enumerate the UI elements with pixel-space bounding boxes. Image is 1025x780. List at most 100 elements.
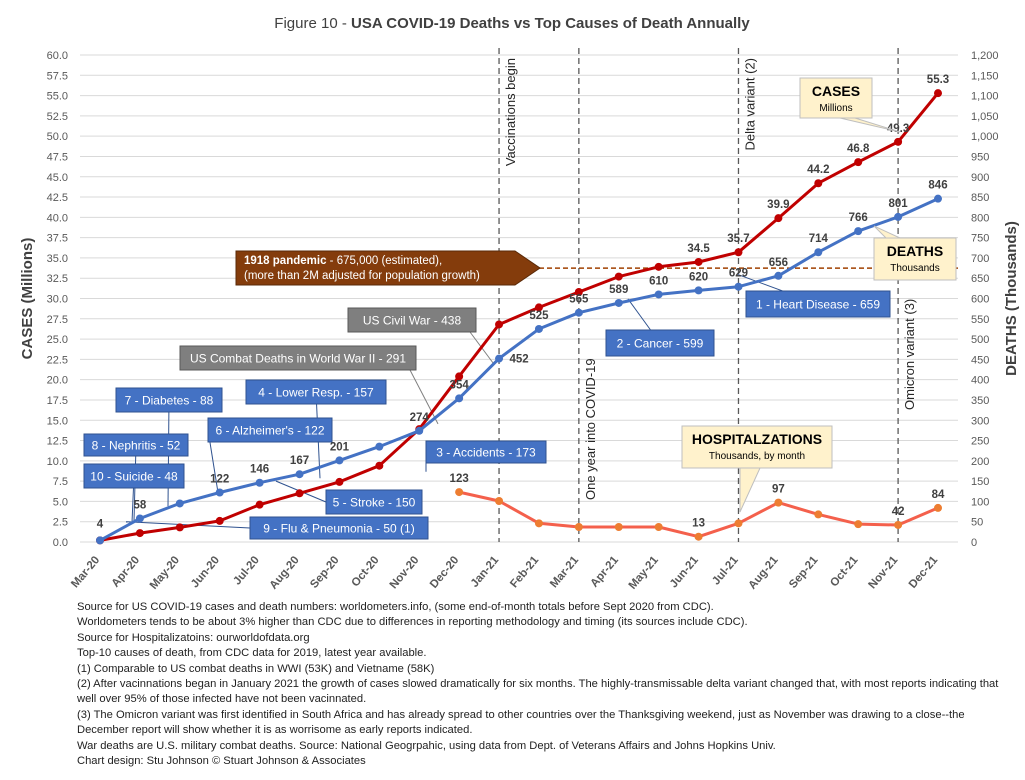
x-tick-label: Dec-20 bbox=[428, 554, 461, 591]
x-tick-label: Oct-21 bbox=[828, 554, 861, 590]
series-callout-box bbox=[681, 425, 833, 469]
x-tick-label: Jun-21 bbox=[668, 554, 701, 591]
data-point bbox=[215, 488, 224, 497]
data-label: 167 bbox=[290, 455, 309, 467]
data-label: 49.3 bbox=[887, 123, 909, 135]
data-point bbox=[614, 272, 623, 281]
data-point bbox=[854, 520, 863, 529]
data-label: 42 bbox=[892, 506, 905, 518]
series-line-cases bbox=[99, 92, 940, 542]
y-right-tick-label: 800 bbox=[971, 212, 989, 224]
data-label: 123 bbox=[450, 473, 469, 485]
x-tick-label: Jul-20 bbox=[231, 554, 262, 587]
cause-box-label: 6 - Alzheimer's - 122 bbox=[215, 424, 324, 438]
data-label: 452 bbox=[509, 354, 528, 366]
series-line-hospitalzations bbox=[458, 490, 939, 539]
cause-box-label: 4 - Lower Resp. - 157 bbox=[258, 386, 374, 400]
data-point bbox=[295, 489, 304, 498]
data-point bbox=[574, 308, 583, 317]
data-label: 620 bbox=[689, 271, 708, 283]
y-left-tick-label: 45.0 bbox=[47, 172, 68, 184]
data-label: 801 bbox=[889, 198, 909, 210]
data-label: 565 bbox=[569, 294, 589, 306]
y-left-tick-label: 50.0 bbox=[47, 131, 68, 143]
y-right-tick-label: 100 bbox=[971, 496, 989, 508]
data-point bbox=[375, 442, 384, 451]
y-right-tick-label: 50 bbox=[971, 517, 983, 529]
y-left-tick-label: 40.0 bbox=[47, 212, 68, 224]
note-line: Chart design: Stu Johnson © Stuart Johns… bbox=[77, 755, 366, 768]
chart-title-main: USA COVID-19 Deaths vs Top Causes of Dea… bbox=[351, 15, 750, 32]
cause-box bbox=[83, 463, 185, 489]
data-point bbox=[694, 286, 703, 295]
x-tick-label: Oct-20 bbox=[349, 554, 381, 589]
war-box bbox=[179, 345, 417, 371]
data-point bbox=[854, 227, 863, 236]
x-tick-label: May-20 bbox=[148, 554, 182, 592]
series-callout-title: HOSPITALZATIONS bbox=[692, 431, 822, 447]
y-left-tick-label: 47.5 bbox=[47, 151, 68, 163]
data-point bbox=[534, 519, 543, 528]
cause-box-label: 5 - Stroke - 150 bbox=[333, 496, 416, 510]
data-point bbox=[534, 303, 543, 312]
cause-box-label: 2 - Cancer - 599 bbox=[617, 337, 704, 351]
data-point bbox=[495, 497, 504, 506]
cause-box-label: 3 - Accidents - 173 bbox=[436, 446, 536, 460]
data-point bbox=[455, 372, 464, 381]
cause-box bbox=[245, 379, 387, 405]
data-label: 55.3 bbox=[927, 74, 949, 86]
cause-box bbox=[207, 417, 333, 443]
pandemic-callout-box bbox=[235, 250, 541, 286]
pandemic-callout-line2: (more than 2M adjusted for population gr… bbox=[244, 270, 480, 282]
cause-box-label: 8 - Nephritis - 52 bbox=[92, 439, 181, 453]
data-point bbox=[335, 456, 344, 465]
y-right-tick-label: 500 bbox=[971, 334, 989, 346]
y-right-tick-label: 0 bbox=[971, 537, 977, 549]
chart-title-prefix: Figure 10 - bbox=[274, 15, 351, 32]
data-label: 846 bbox=[928, 180, 947, 192]
y-left-tick-label: 12.5 bbox=[47, 436, 68, 448]
series-callout-subtitle: Thousands, by month bbox=[709, 451, 805, 462]
y-right-tick-label: 850 bbox=[971, 192, 989, 204]
data-point bbox=[774, 214, 783, 223]
data-point bbox=[654, 522, 663, 531]
note-line: (2) After vacinnations began in January … bbox=[77, 678, 999, 706]
data-label: 610 bbox=[649, 275, 668, 287]
x-tick-label: Aug-21 bbox=[746, 554, 781, 592]
data-point bbox=[255, 478, 264, 487]
y-left-tick-label: 17.5 bbox=[47, 395, 68, 407]
series-line-deaths bbox=[99, 197, 939, 542]
y-left-tick-label: 0.0 bbox=[53, 537, 68, 549]
data-point bbox=[175, 499, 184, 508]
cause-box bbox=[249, 516, 429, 540]
x-tick-label: Aug-20 bbox=[268, 554, 302, 592]
war-box-pointer bbox=[409, 369, 439, 425]
y-right-tick-label: 650 bbox=[971, 273, 989, 285]
data-label: 201 bbox=[330, 441, 350, 453]
y-left-tick-label: 15.0 bbox=[47, 415, 68, 427]
data-label: 354 bbox=[450, 379, 470, 391]
x-tick-label: Feb-21 bbox=[508, 554, 541, 591]
data-point bbox=[335, 477, 344, 486]
y-right-tick-label: 1,050 bbox=[971, 111, 999, 123]
y-right-tick-label: 350 bbox=[971, 395, 989, 407]
vertical-marker-label: Delta variant (2) bbox=[742, 58, 757, 150]
note-line: Top-10 causes of death, from CDC data fo… bbox=[77, 647, 427, 660]
y-right-tick-label: 150 bbox=[971, 476, 989, 488]
data-point bbox=[455, 394, 464, 403]
series-callout-tail bbox=[839, 117, 901, 133]
data-point bbox=[894, 212, 903, 221]
data-point bbox=[774, 498, 783, 507]
data-point bbox=[734, 282, 743, 291]
series-callout-tail bbox=[873, 225, 901, 239]
data-label: 44.2 bbox=[807, 164, 829, 176]
y-left-tick-label: 55.0 bbox=[47, 91, 68, 103]
cause-box-label: 1 - Heart Disease - 659 bbox=[756, 298, 880, 312]
data-point bbox=[96, 536, 104, 545]
cause-box-label: 7 - Diabetes - 88 bbox=[125, 394, 214, 408]
series-callout-subtitle: Thousands bbox=[890, 263, 939, 274]
x-tick-label: Nov-20 bbox=[388, 554, 422, 591]
vertical-marker-label: Vaccinations begin bbox=[503, 58, 518, 166]
y-right-tick-label: 250 bbox=[971, 436, 989, 448]
y-right-tick-label: 950 bbox=[971, 151, 989, 163]
